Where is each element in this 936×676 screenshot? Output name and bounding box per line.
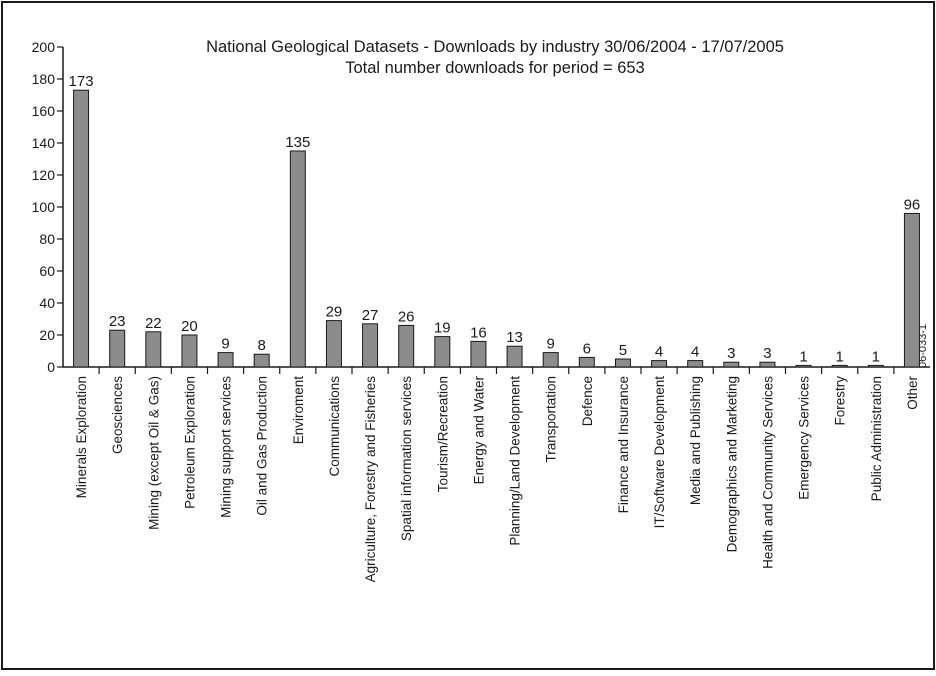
data-label: 13 (506, 329, 523, 346)
data-label: 19 (434, 320, 451, 337)
y-tick-label: 80 (39, 231, 55, 247)
x-tick-label: Minerals Exploration (74, 376, 89, 498)
bar (578, 356, 595, 368)
y-tick-label: 60 (39, 263, 55, 279)
x-tick-label: Health and Community Services (760, 376, 775, 569)
data-label: 27 (362, 307, 379, 324)
x-tick-label: Finance and Insurance (616, 376, 631, 513)
y-tick-label: 160 (32, 103, 56, 119)
x-tick-label: Agriculture, Forestry and Fisheries (363, 376, 378, 583)
bar (325, 320, 342, 368)
bar (434, 336, 451, 368)
x-tick-label: Demographics and Marketing (724, 376, 739, 552)
x-tick-label: Media and Publishing (688, 376, 703, 505)
x-tick-label: Geosciences (110, 376, 125, 454)
bar (831, 364, 848, 368)
data-label: 1 (872, 348, 880, 365)
chart-title: National Geological Datasets - Downloads… (206, 38, 784, 56)
bar (506, 345, 523, 368)
x-tick-label: Public Administration (869, 376, 884, 501)
data-label: 22 (145, 315, 162, 332)
bar (470, 340, 487, 368)
y-tick-label: 40 (39, 295, 55, 311)
y-tick-label: 100 (32, 199, 56, 215)
bar (795, 364, 812, 368)
data-label: 96 (904, 196, 921, 213)
bar (145, 331, 162, 368)
bar (253, 353, 270, 368)
bar (759, 361, 776, 368)
bar (217, 352, 234, 368)
bar (687, 360, 704, 368)
bar (181, 334, 198, 368)
x-tick-label: Emergency Services (797, 376, 812, 500)
data-label: 26 (398, 308, 415, 325)
data-label: 8 (258, 337, 266, 354)
y-tick-label: 180 (32, 71, 56, 87)
bar (867, 364, 884, 368)
x-tick-label: Petroleum Exploration (182, 376, 197, 509)
x-tick-label: Mining support services (219, 376, 234, 518)
y-tick-label: 120 (32, 167, 56, 183)
data-label: 5 (619, 342, 627, 359)
y-tick-label: 200 (32, 39, 56, 55)
x-tick-label: Enviroment (291, 376, 306, 445)
bar (903, 212, 920, 368)
data-label: 23 (109, 313, 126, 330)
y-tick-label: 20 (39, 327, 55, 343)
data-label: 1 (836, 348, 844, 365)
y-tick-label: 140 (32, 135, 56, 151)
bar (398, 324, 415, 368)
data-label: 135 (285, 134, 310, 151)
y-tick-label: 0 (47, 359, 55, 375)
data-label: 6 (583, 340, 591, 357)
x-tick-label: Mining (except Oil & Gas) (146, 376, 161, 530)
data-label: 3 (727, 345, 735, 362)
bar (614, 358, 631, 368)
data-label: 9 (547, 336, 555, 353)
x-tick-label: Other (905, 375, 920, 409)
x-tick-label: Transportation (544, 376, 559, 463)
bar (362, 323, 379, 368)
x-tick-label: Tourism/Recreation (435, 376, 450, 492)
x-tick-label: Oil and Gas Production (255, 376, 270, 516)
data-label: 4 (655, 344, 663, 361)
x-tick-label: IT/Software Development (652, 376, 667, 529)
bar (723, 361, 740, 368)
data-label: 1 (799, 348, 807, 365)
data-label: 9 (221, 336, 229, 353)
x-tick-label: Energy and Water (471, 376, 486, 485)
data-label: 20 (181, 318, 198, 335)
x-tick-label: Planning/Land Development (508, 376, 523, 546)
bar (651, 360, 668, 368)
data-label: 4 (691, 344, 699, 361)
bar (289, 150, 306, 368)
figure-code: 06-033-1 (917, 324, 929, 368)
data-label: 173 (69, 73, 94, 90)
bar (109, 329, 126, 368)
x-tick-label: Forestry (833, 376, 848, 426)
data-label: 29 (326, 304, 343, 321)
x-tick-label: Defence (580, 376, 595, 426)
x-tick-label: Spatial information services (399, 376, 414, 541)
data-label: 16 (470, 324, 487, 341)
data-label: 3 (763, 345, 771, 362)
chart-subtitle: Total number downloads for period = 653 (345, 59, 644, 77)
bar (73, 89, 90, 368)
bar (542, 352, 559, 368)
x-tick-label: Communications (327, 376, 342, 477)
